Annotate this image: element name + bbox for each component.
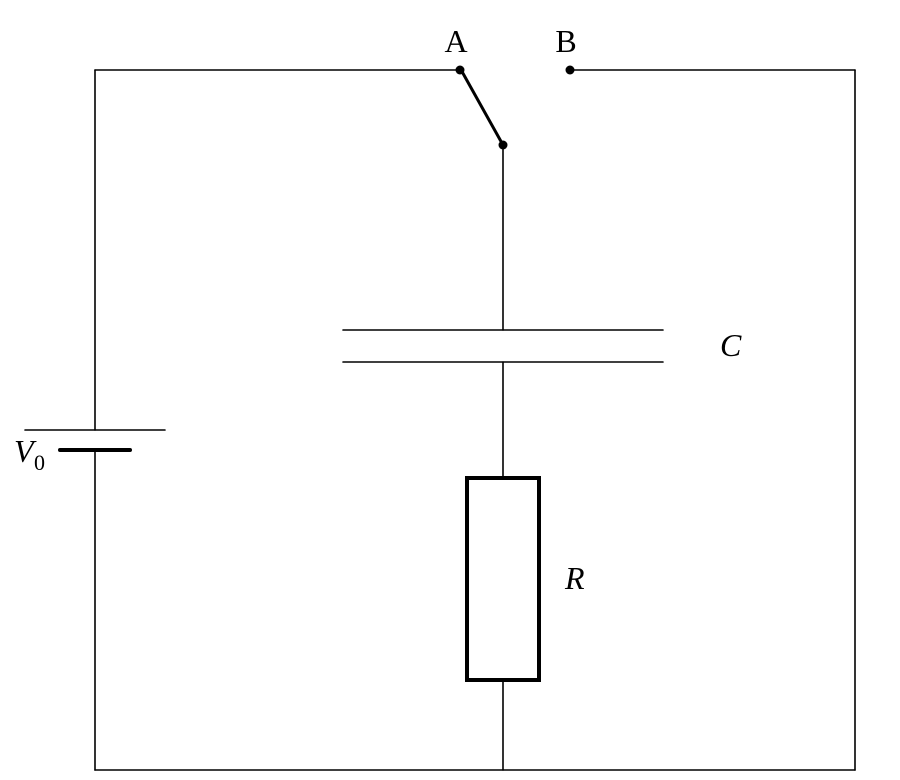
svg-text:B: B <box>555 23 576 59</box>
svg-text:0: 0 <box>34 450 45 475</box>
svg-text:C: C <box>720 327 742 363</box>
svg-text:A: A <box>444 23 467 59</box>
svg-text:R: R <box>564 560 585 596</box>
